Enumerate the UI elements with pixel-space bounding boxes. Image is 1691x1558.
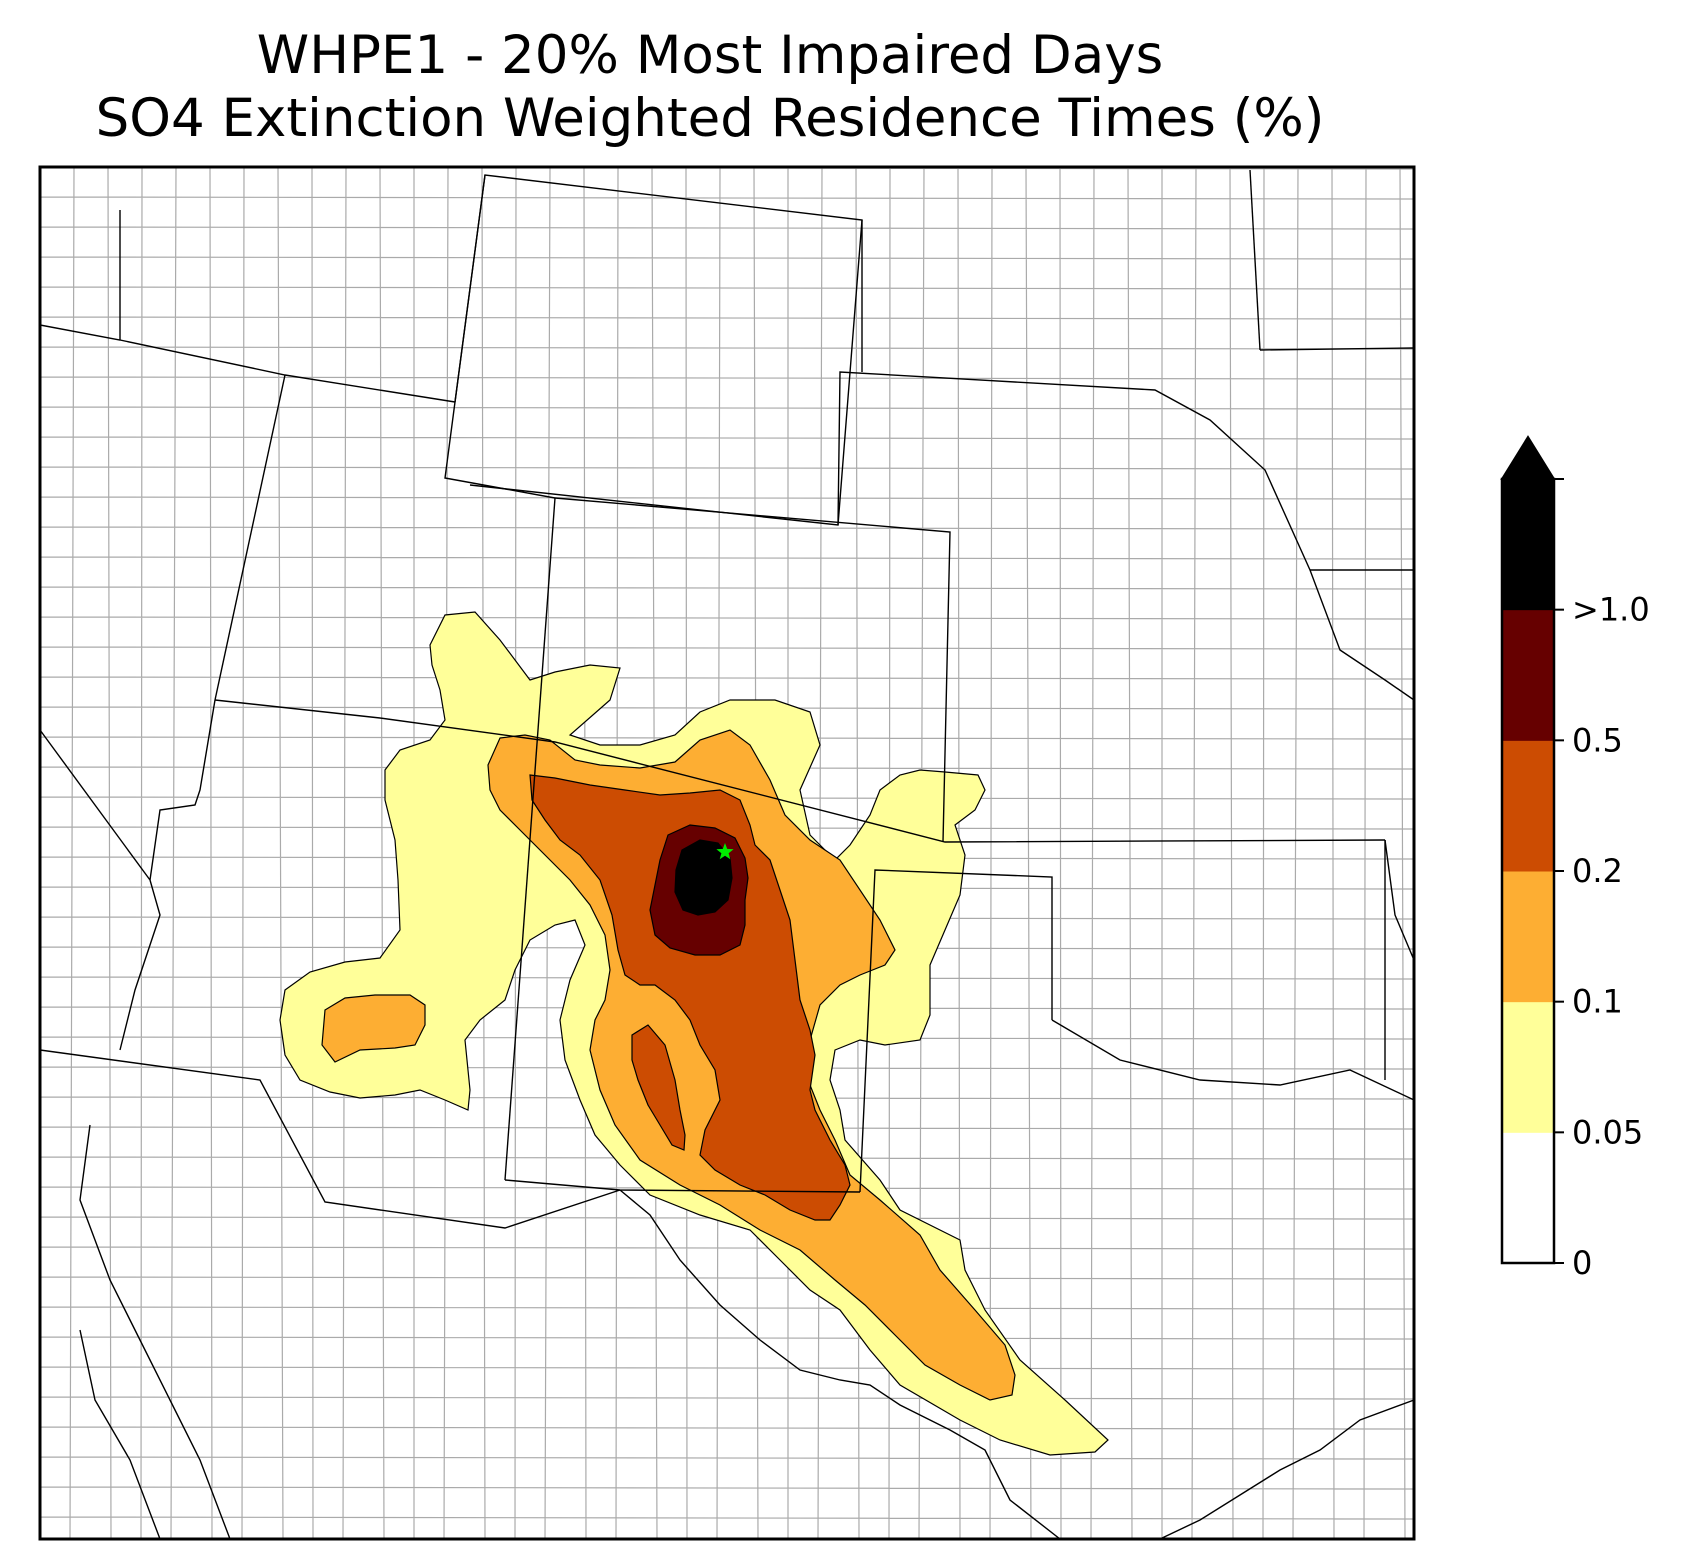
site-star <box>716 843 734 860</box>
colorbar-bin-5 <box>1502 479 1554 611</box>
colorbar-ticks: 0 0.05 0.1 0.2 0.5 >1.0 <box>1554 478 1650 1282</box>
colorbar-bin-2 <box>1502 871 1554 1003</box>
map-frame <box>38 165 1416 1541</box>
colorbar-extend-arrow <box>1500 435 1556 480</box>
state-boundaries <box>40 169 1414 1539</box>
colorbar-tick-label: 0 <box>1572 1244 1592 1282</box>
contour-0.1-arizona <box>321 994 426 1063</box>
colorbar-bin-1 <box>1502 1001 1554 1133</box>
colorbar-tick-label: >1.0 <box>1572 591 1650 629</box>
colorbar-bin-0 <box>1502 1132 1554 1264</box>
colorbar-bins <box>1502 479 1554 1264</box>
contour-layers <box>279 611 1109 1456</box>
contour-0.2 <box>529 774 851 1221</box>
map-title-line2: SO4 Extinction Weighted Residence Times … <box>95 88 1325 149</box>
colorbar-bin-3 <box>1502 740 1554 872</box>
contour-gt1 <box>674 839 733 916</box>
colorbar-bin-4 <box>1502 609 1554 741</box>
colorbar-tick-label: 0.5 <box>1572 721 1623 759</box>
map-title-line1: WHPE1 - 20% Most Impaired Days <box>256 25 1164 86</box>
colorbar-tick-label: 0.2 <box>1572 852 1623 890</box>
site-marker-star-icon <box>716 843 734 860</box>
colorbar-tick-label: 0.1 <box>1572 983 1623 1021</box>
colorbar-tick-label: 0.05 <box>1572 1113 1643 1151</box>
contour-0.2-finger <box>631 1024 686 1151</box>
